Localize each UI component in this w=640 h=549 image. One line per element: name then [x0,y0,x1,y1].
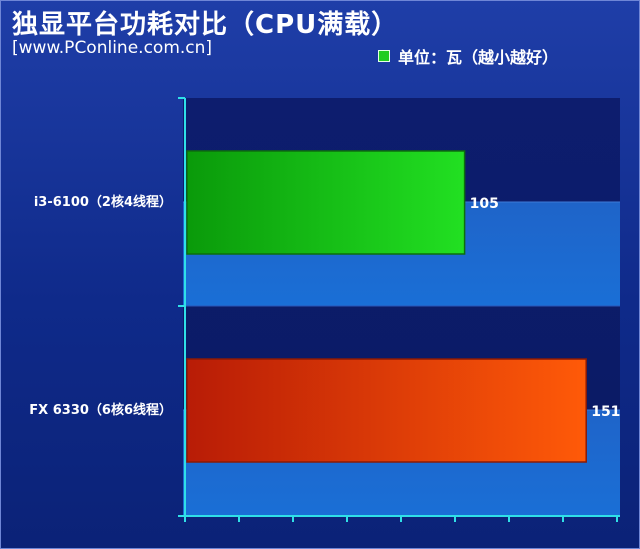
legend-swatch [378,50,390,62]
category-label: FX 6330（6核6线程） [29,402,172,418]
data-label: 151 [591,404,620,420]
source-label: [www.PConline.com.cn] [12,38,213,58]
bar-fx-6330 [186,358,587,463]
chart-title: 独显平台功耗对比（CPU满载） [12,10,399,40]
category-label: i3-6100（2核4线程） [34,194,172,210]
legend: 单位：瓦（越小越好） [378,44,558,68]
bar-i3-6100 [186,150,466,255]
legend-label: 单位：瓦（越小越好） [398,48,559,67]
data-label: 105 [470,196,499,212]
